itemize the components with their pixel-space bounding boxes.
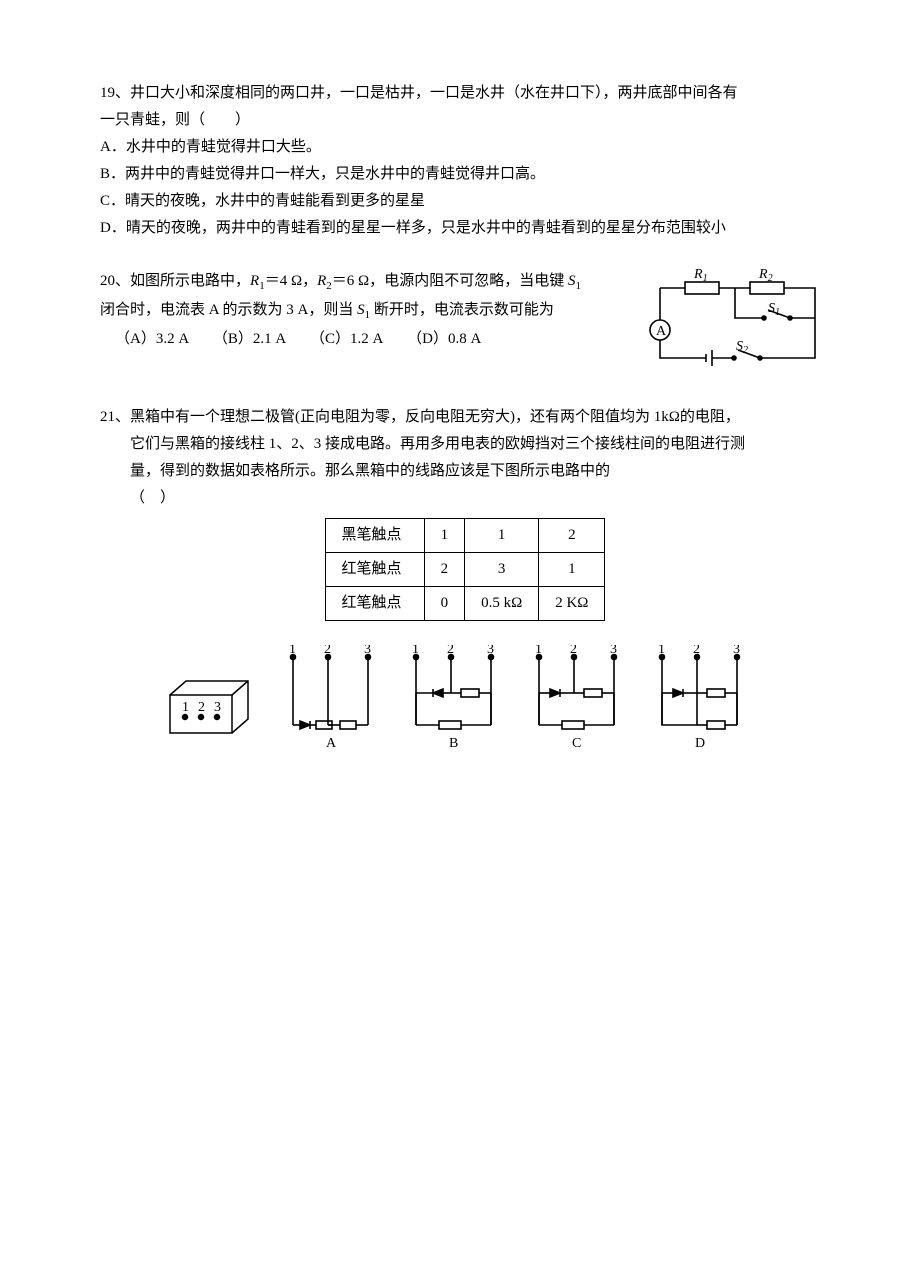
svg-text:2: 2: [693, 645, 700, 657]
svg-text:A: A: [326, 736, 337, 751]
q20-stem-line1: 20、如图所示电路中，R1＝4 Ω，R2＝6 Ω，电源内阻不可忽略，当电键 S1: [100, 268, 632, 297]
question-21: 21、黑箱中有一个理想二极管(正向电阻为零，反向电阻无穷大)，还有两个阻值均为 …: [100, 404, 830, 755]
svg-text:D: D: [695, 736, 705, 751]
q21-option-b-figure: 1 2 3 B: [401, 645, 506, 755]
svg-text:1: 1: [412, 645, 419, 657]
svg-text:3: 3: [487, 645, 494, 657]
q21-option-d-figure: 1 2 3 D: [647, 645, 752, 755]
q21-stem-line4: （ ）: [100, 485, 830, 512]
q21-data-table: 黑笔触点112 红笔触点231 红笔触点00.5 kΩ2 KΩ: [325, 518, 606, 621]
svg-text:2: 2: [570, 645, 577, 657]
q20-option-a: （A）3.2 A: [115, 326, 189, 353]
svg-text:S1: S1: [768, 301, 780, 318]
q19-stem-line2: 一只青蛙，则（ ）: [100, 107, 830, 134]
q20-stem-line2: 闭合时，电流表 A 的示数为 3 A，则当 S1 断开时，电流表示数可能为: [100, 297, 632, 326]
svg-text:1: 1: [289, 645, 296, 657]
svg-text:3: 3: [214, 700, 221, 715]
q19-option-d: D．晴天的夜晚，两井中的青蛙看到的星星一样多，只是水井中的青蛙看到的星星分布范围…: [100, 215, 830, 242]
q20-option-b: （B）2.1 A: [213, 326, 286, 353]
q21-option-a-figure: 1 2 3 A: [278, 645, 383, 755]
q19-option-c: C．晴天的夜晚，水井中的青蛙能看到更多的星星: [100, 188, 830, 215]
svg-text:B: B: [449, 736, 458, 751]
question-20: 20、如图所示电路中，R1＝4 Ω，R2＝6 Ω，电源内阻不可忽略，当电键 S1…: [100, 268, 830, 378]
q20-option-d: （D）0.8 A: [407, 326, 481, 353]
q21-stem-line1: 21、黑箱中有一个理想二极管(正向电阻为零，反向电阻无穷大)，还有两个阻值均为 …: [100, 404, 830, 431]
question-19: 19、井口大小和深度相同的两口井，一口是枯井，一口是水井（水在井口下），两井底部…: [100, 80, 830, 242]
q21-stem-line3: 量，得到的数据如表格所示。那么黑箱中的线路应该是下图所示电路中的: [100, 458, 830, 485]
svg-text:2: 2: [324, 645, 331, 657]
table-row: 红笔触点00.5 kΩ2 KΩ: [325, 587, 605, 621]
svg-text:1: 1: [658, 645, 665, 657]
q19-option-a: A．水井中的青蛙觉得井口大些。: [100, 134, 830, 161]
svg-text:R1: R1: [693, 268, 708, 284]
q20-option-c: （C）1.2 A: [310, 326, 383, 353]
svg-text:2: 2: [198, 700, 205, 715]
black-box-icon: 1 2 3: [160, 665, 260, 755]
svg-text:A: A: [656, 324, 667, 339]
q19-option-b: B．两井中的青蛙觉得井口一样大，只是水井中的青蛙觉得井口高。: [100, 161, 830, 188]
table-row: 红笔触点231: [325, 553, 605, 587]
svg-text:R2: R2: [758, 268, 773, 284]
q21-option-c-figure: 1 2 3 C: [524, 645, 629, 755]
q20-options: （A）3.2 A （B）2.1 A （C）1.2 A （D）0.8 A: [100, 326, 632, 353]
svg-text:3: 3: [610, 645, 617, 657]
svg-text:1: 1: [182, 700, 189, 715]
q21-stem-line2: 它们与黑箱的接线柱 1、2、3 接成电路。再用多用电表的欧姆挡对三个接线柱间的电…: [100, 431, 830, 458]
svg-text:C: C: [572, 736, 581, 751]
svg-text:1: 1: [535, 645, 542, 657]
svg-text:S2: S2: [736, 339, 748, 356]
svg-text:3: 3: [364, 645, 371, 657]
table-row: 黑笔触点112: [325, 519, 605, 553]
q19-stem-line1: 19、井口大小和深度相同的两口井，一口是枯井，一口是水井（水在井口下），两井底部…: [100, 80, 830, 107]
q21-figures: 1 2 3 1: [160, 645, 830, 755]
svg-text:2: 2: [447, 645, 454, 657]
q20-circuit-figure: R1 R2 S1 S2 A: [640, 268, 830, 378]
svg-text:3: 3: [733, 645, 740, 657]
